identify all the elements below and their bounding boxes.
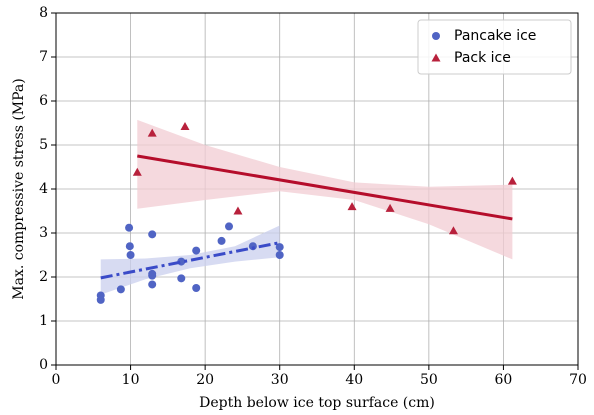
confidence-band bbox=[100, 225, 280, 295]
x-tick-label: 40 bbox=[345, 372, 363, 388]
y-axis-label: Max. compressive stress (MPa) bbox=[11, 78, 27, 299]
point bbox=[347, 202, 357, 211]
point bbox=[116, 285, 125, 294]
y-tick-label: 6 bbox=[39, 93, 48, 109]
fit-line bbox=[100, 241, 281, 280]
point bbox=[148, 280, 157, 289]
x-tick-label: 30 bbox=[271, 372, 289, 388]
x-axis-label: Depth below ice top surface (cm) bbox=[199, 395, 435, 411]
legend-marker bbox=[432, 32, 440, 40]
y-tick-label: 8 bbox=[39, 5, 48, 21]
x-tick-label: 70 bbox=[569, 372, 587, 388]
point bbox=[125, 242, 134, 251]
y-tick-label: 4 bbox=[39, 181, 48, 197]
point bbox=[177, 274, 186, 283]
point bbox=[180, 122, 190, 131]
point bbox=[126, 251, 135, 259]
legend-marker bbox=[431, 53, 441, 62]
point bbox=[275, 243, 284, 252]
point bbox=[192, 284, 201, 292]
x-tick-label: 0 bbox=[52, 372, 61, 388]
x-tick-label: 10 bbox=[122, 372, 140, 388]
x-tick-label: 50 bbox=[420, 372, 438, 388]
x-tick-label: 20 bbox=[196, 372, 214, 388]
y-tick-label: 0 bbox=[39, 357, 48, 373]
y-tick-label: 7 bbox=[39, 49, 48, 65]
y-tick-label: 2 bbox=[39, 269, 48, 285]
legend-label: Pack ice bbox=[454, 50, 511, 66]
point bbox=[192, 246, 201, 255]
point bbox=[448, 226, 458, 235]
point bbox=[507, 176, 517, 185]
y-tick-label: 5 bbox=[39, 137, 48, 153]
point bbox=[217, 236, 226, 245]
point bbox=[385, 203, 395, 212]
point bbox=[225, 222, 234, 231]
fit-line bbox=[137, 154, 513, 221]
point bbox=[132, 167, 142, 176]
plot-frame bbox=[55, 12, 579, 366]
y-tick-label: 3 bbox=[39, 225, 48, 241]
legend-box bbox=[417, 19, 572, 75]
point bbox=[148, 271, 157, 280]
point bbox=[233, 206, 243, 215]
point bbox=[147, 128, 157, 137]
point bbox=[275, 251, 284, 259]
x-tick-label: 60 bbox=[495, 372, 513, 388]
legend-label: Pancake ice bbox=[454, 28, 536, 44]
y-tick-label: 1 bbox=[39, 313, 48, 329]
point bbox=[125, 223, 134, 232]
point bbox=[96, 295, 105, 304]
confidence-band bbox=[137, 119, 513, 260]
point bbox=[148, 230, 157, 239]
